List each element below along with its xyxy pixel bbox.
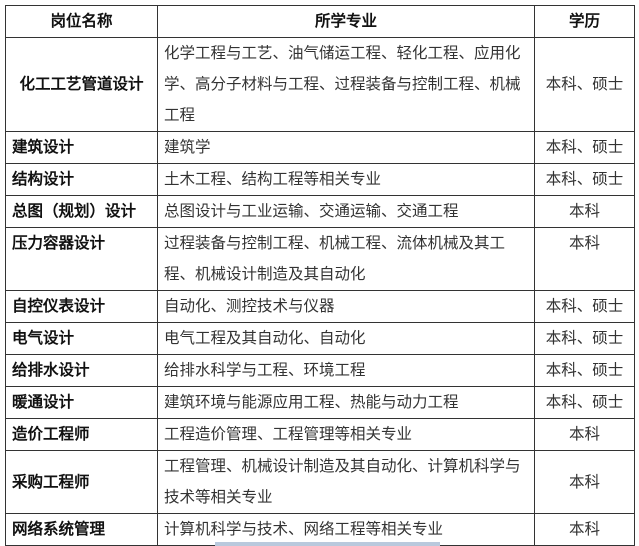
degree-cell: 本科 [534,227,635,291]
degree-cell: 本科、硕士 [534,131,635,164]
degree-cell: 本科、硕士 [534,37,635,132]
major-cell: 工程造价管理、工程管理等相关专业 [157,418,535,451]
position-cell: 总图（规划）设计 [5,195,158,228]
table-row: 网络系统管理 计算机科学与技术、网络工程等相关专业 本科 [5,513,635,546]
major-cell: 化学工程与工艺、油气储运工程、轻化工程、应用化学、高分子材料与工程、过程装备与控… [157,37,535,132]
recruitment-table: 岗位名称 所学专业 学历 化工工艺管道设计 化学工程与工艺、油气储运工程、轻化工程… [5,5,635,546]
major-cell: 自动化、测控技术与仪器 [157,290,535,323]
position-cell: 压力容器设计 [5,227,158,291]
position-cell: 结构设计 [5,163,158,196]
major-cell: 工程管理、机械设计制造及其自动化、计算机科学与技术等相关专业 [157,450,535,514]
table-row: 造价工程师 工程造价管理、工程管理等相关专业 本科 [5,418,635,451]
table-row: 建筑设计 建筑学 本科、硕士 [5,131,635,164]
major-cell: 建筑学 [157,131,535,164]
table-row: 给排水设计 给排水科学与工程、环境工程 本科、硕士 [5,354,635,387]
degree-cell: 本科 [534,418,635,451]
degree-cell: 本科 [534,195,635,228]
degree-cell: 本科、硕士 [534,354,635,387]
scroll-indicator [215,542,440,546]
table-row: 采购工程师 工程管理、机械设计制造及其自动化、计算机科学与技术等相关专业 本科 [5,450,635,514]
major-cell: 土木工程、结构工程等相关专业 [157,163,535,196]
table-row: 总图（规划）设计 总图设计与工业运输、交通运输、交通工程 本科 [5,195,635,228]
degree-cell: 本科、硕士 [534,290,635,323]
major-cell: 电气工程及其自动化、自动化 [157,322,535,355]
position-cell: 采购工程师 [5,450,158,514]
position-cell: 暖通设计 [5,386,158,419]
degree-cell: 本科、硕士 [534,386,635,419]
table-row: 化工工艺管道设计 化学工程与工艺、油气储运工程、轻化工程、应用化学、高分子材料与工… [5,37,635,132]
header-row: 岗位名称 所学专业 学历 [5,5,635,38]
degree-cell: 本科、硕士 [534,163,635,196]
position-cell: 建筑设计 [5,131,158,164]
major-cell: 过程装备与控制工程、机械工程、流体机械及其工程、机械设计制造及其自动化 [157,227,535,291]
table-row: 电气设计 电气工程及其自动化、自动化 本科、硕士 [5,322,635,355]
table-row: 自控仪表设计 自动化、测控技术与仪器 本科、硕士 [5,290,635,323]
table-row: 压力容器设计 过程装备与控制工程、机械工程、流体机械及其工程、机械设计制造及其自动… [5,227,635,291]
major-cell: 给排水科学与工程、环境工程 [157,354,535,387]
position-cell: 自控仪表设计 [5,290,158,323]
position-cell: 化工工艺管道设计 [5,37,158,132]
header-major: 所学专业 [157,5,535,38]
table-row: 结构设计 土木工程、结构工程等相关专业 本科、硕士 [5,163,635,196]
position-cell: 造价工程师 [5,418,158,451]
position-cell: 网络系统管理 [5,513,158,546]
header-degree: 学历 [534,5,635,38]
degree-cell: 本科 [534,513,635,546]
header-position: 岗位名称 [5,5,158,38]
major-cell: 计算机科学与技术、网络工程等相关专业 [157,513,535,546]
major-cell: 总图设计与工业运输、交通运输、交通工程 [157,195,535,228]
degree-cell: 本科、硕士 [534,322,635,355]
table-row: 暖通设计 建筑环境与能源应用工程、热能与动力工程 本科、硕士 [5,386,635,419]
position-cell: 给排水设计 [5,354,158,387]
position-cell: 电气设计 [5,322,158,355]
major-cell: 建筑环境与能源应用工程、热能与动力工程 [157,386,535,419]
degree-cell: 本科 [534,450,635,514]
